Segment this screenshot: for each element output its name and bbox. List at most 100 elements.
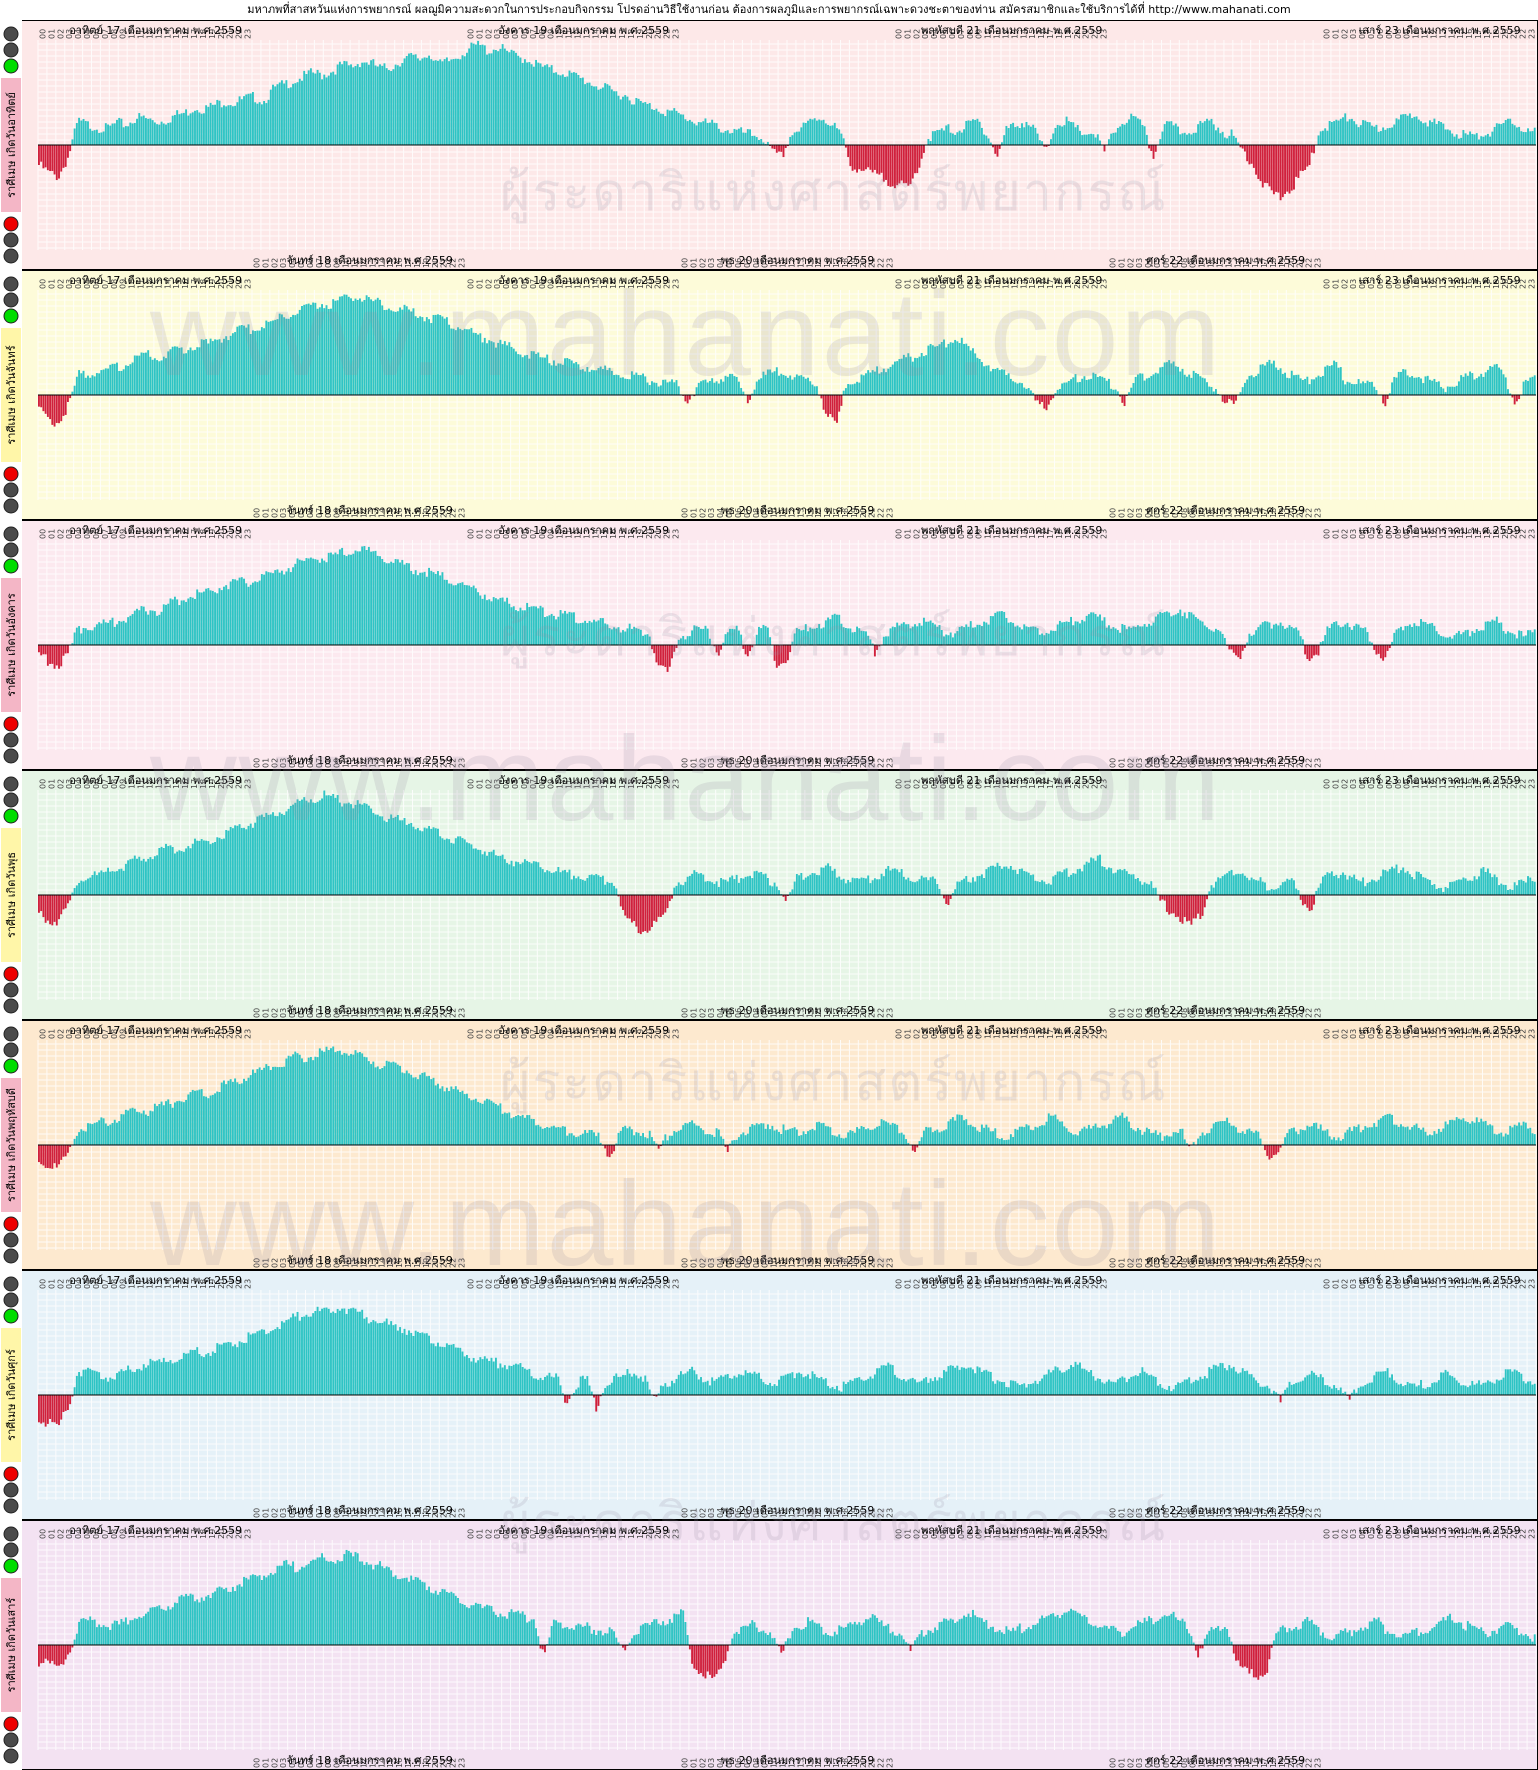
bar bbox=[365, 1317, 368, 1395]
bar bbox=[980, 626, 983, 645]
bar bbox=[677, 1374, 680, 1395]
bar bbox=[111, 871, 114, 895]
bar bbox=[479, 333, 482, 395]
bar bbox=[945, 634, 948, 645]
bar bbox=[735, 625, 738, 645]
bar bbox=[234, 1344, 237, 1395]
bar bbox=[457, 836, 459, 895]
bar bbox=[477, 334, 480, 395]
bar bbox=[771, 1386, 774, 1395]
bar bbox=[664, 895, 667, 913]
bar bbox=[766, 369, 769, 395]
bar bbox=[646, 895, 649, 933]
bar bbox=[104, 1123, 107, 1145]
bar bbox=[1486, 868, 1489, 895]
bar bbox=[1197, 618, 1200, 645]
bar bbox=[104, 123, 107, 145]
bar bbox=[359, 1051, 361, 1145]
bar bbox=[1174, 123, 1177, 145]
hour-tick-label: 16 bbox=[181, 279, 190, 289]
bar bbox=[1424, 376, 1427, 395]
bar bbox=[633, 895, 636, 922]
bar bbox=[947, 895, 950, 905]
bar bbox=[432, 1343, 435, 1395]
day-label-bottom: จันทร์ 18 เดือนมกราคม พ.ศ.2559 bbox=[286, 1504, 452, 1517]
hour-tick-label: 21 bbox=[1082, 279, 1091, 289]
hour-tick-label: 20 bbox=[217, 1029, 226, 1039]
bar bbox=[700, 122, 702, 145]
bar bbox=[1342, 626, 1344, 645]
bar bbox=[1511, 1127, 1514, 1145]
bar bbox=[673, 1383, 676, 1395]
day-label-top: พฤหัสบดี 21 เดือนมกราคม พ.ศ.2559 bbox=[921, 524, 1102, 537]
hour-tick-label: 02 bbox=[484, 779, 493, 789]
bar bbox=[597, 1132, 600, 1145]
hour-tick-label: 04 bbox=[1358, 529, 1367, 539]
bar bbox=[795, 1373, 798, 1395]
hour-tick-label: 16 bbox=[395, 508, 404, 518]
hour-tick-label: 22 bbox=[1091, 779, 1100, 789]
bar bbox=[775, 367, 778, 395]
bar bbox=[742, 391, 745, 395]
bar bbox=[1070, 874, 1072, 895]
bar bbox=[833, 613, 836, 645]
bar bbox=[1192, 132, 1195, 145]
bar bbox=[1293, 375, 1295, 395]
bars bbox=[38, 1306, 1536, 1427]
bar bbox=[771, 1125, 774, 1145]
bar bbox=[1101, 376, 1104, 395]
day-label-top: พฤหัสบดี 21 เดือนมกราคม พ.ศ.2559 bbox=[921, 1024, 1102, 1037]
bar bbox=[470, 1361, 473, 1395]
bar bbox=[1484, 871, 1487, 895]
bar bbox=[323, 74, 326, 145]
bar bbox=[994, 866, 997, 895]
bar bbox=[700, 628, 702, 645]
bar bbox=[579, 623, 582, 645]
hour-tick-label: 04 bbox=[1358, 279, 1367, 289]
hour-tick-label: 23 bbox=[244, 779, 253, 789]
bar bbox=[1009, 124, 1012, 145]
hour-tick-label: 12 bbox=[359, 258, 368, 268]
bar bbox=[1239, 874, 1242, 895]
hour-tick-label: 08 bbox=[324, 1508, 333, 1518]
hour-tick-label: 10 bbox=[342, 1258, 351, 1268]
bar bbox=[350, 298, 352, 395]
bar bbox=[1134, 376, 1137, 395]
bar bbox=[1221, 876, 1224, 895]
hour-tick-label: 06 bbox=[306, 1008, 315, 1018]
bar bbox=[929, 877, 932, 895]
bar bbox=[965, 1119, 968, 1145]
hour-tick-label: 23 bbox=[458, 508, 467, 518]
bar bbox=[256, 330, 259, 395]
bar bbox=[584, 620, 587, 645]
bar bbox=[575, 1389, 578, 1395]
bar bbox=[236, 326, 239, 395]
bar bbox=[994, 612, 997, 645]
bar bbox=[798, 131, 801, 145]
bar bbox=[1531, 881, 1534, 895]
hour-tick-label: 14 bbox=[591, 1279, 600, 1289]
bar bbox=[523, 1117, 526, 1145]
bar bbox=[1130, 874, 1133, 895]
bar bbox=[1471, 1121, 1474, 1145]
bar bbox=[202, 1357, 205, 1395]
bar bbox=[1087, 614, 1090, 645]
bar bbox=[595, 1136, 598, 1145]
bar bbox=[1518, 395, 1521, 400]
bar bbox=[481, 44, 484, 145]
bar bbox=[807, 631, 809, 645]
hour-tick-label: 06 bbox=[306, 1508, 315, 1518]
bar bbox=[691, 1366, 694, 1395]
bar bbox=[182, 851, 185, 895]
bar bbox=[75, 885, 78, 895]
bar bbox=[1134, 1375, 1137, 1395]
bar bbox=[182, 1352, 185, 1395]
bar bbox=[494, 855, 497, 895]
bar bbox=[1219, 631, 1222, 645]
bar bbox=[713, 122, 716, 145]
hour-tick-label: 08 bbox=[1180, 258, 1189, 268]
bar bbox=[1362, 877, 1365, 895]
bar bbox=[1431, 884, 1434, 895]
bar bbox=[1453, 386, 1456, 395]
bar bbox=[301, 1058, 303, 1145]
